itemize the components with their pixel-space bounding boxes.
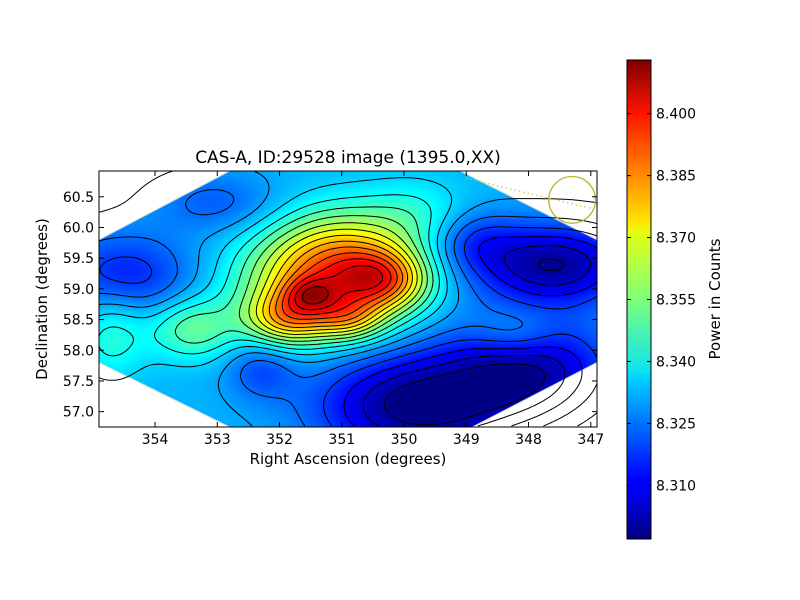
y-axis: 57.0 57.5 58.0 58.5 59.0 59.5 60.0 60.5 xyxy=(63,190,597,421)
contour-lines xyxy=(99,171,597,427)
contour-line xyxy=(255,228,418,335)
colorbar-tick-label: 8.355 xyxy=(656,293,696,309)
plot-area xyxy=(98,170,598,428)
colorbar-tick-label: 8.340 xyxy=(656,354,696,370)
contour-line xyxy=(343,236,597,427)
colorbar-tick-label: 8.325 xyxy=(656,416,696,432)
contour-line xyxy=(281,252,398,320)
contour-line xyxy=(238,215,428,342)
plot-frame xyxy=(98,170,598,428)
colorbar-tick-label: 8.370 xyxy=(656,231,696,247)
beam-circle xyxy=(548,175,597,224)
dotted-line xyxy=(466,177,595,210)
x-tick-label: 347 xyxy=(577,432,604,448)
y-tick-label: 57.5 xyxy=(63,374,94,390)
colorbar-tick-label: 8.385 xyxy=(656,169,696,185)
colorbar-tick-label: 8.310 xyxy=(656,478,696,494)
x-tick-label: 354 xyxy=(142,432,169,448)
y-tick-label: 57.0 xyxy=(63,405,94,421)
contour-line xyxy=(268,240,409,328)
contour-line xyxy=(174,206,434,346)
contour-line xyxy=(99,171,597,427)
y-tick-label: 59.0 xyxy=(63,282,94,298)
contour-line xyxy=(294,265,383,311)
contour-line xyxy=(99,194,440,357)
contour-line xyxy=(275,246,404,325)
x-axis: 354 353 352 351 350 349 348 347 xyxy=(142,171,604,448)
footprint-outline xyxy=(99,171,597,427)
x-tick-label: 349 xyxy=(453,432,480,448)
x-axis-label: Right Ascension (degrees) xyxy=(250,450,447,468)
contour-line xyxy=(384,258,564,426)
x-tick-label: 352 xyxy=(266,432,293,448)
colorbar-label: Power in Counts xyxy=(706,238,724,359)
x-tick-label: 350 xyxy=(391,432,418,448)
chart-title: CAS-A, ID:29528 image (1395.0,XX) xyxy=(195,148,501,168)
heatmap-image xyxy=(99,171,597,427)
contour-line xyxy=(301,286,329,305)
x-tick-label: 351 xyxy=(328,432,355,448)
contour-line xyxy=(362,245,591,427)
colorbar: 8.310 8.325 8.340 8.355 8.370 8.385 8.400 Powe… xyxy=(626,59,724,540)
contour-line xyxy=(99,177,453,381)
colorbar-tick-label: 8.400 xyxy=(656,107,696,123)
y-tick-label: 59.5 xyxy=(63,251,94,267)
contour-line xyxy=(248,222,423,339)
y-tick-label: 58.0 xyxy=(63,343,94,359)
x-tick-label: 353 xyxy=(204,432,231,448)
y-axis-label: Declination (degrees) xyxy=(33,218,51,380)
contour-line xyxy=(288,258,392,316)
contour-line xyxy=(262,234,413,332)
contour-line xyxy=(99,189,597,427)
contour-line xyxy=(99,226,597,427)
y-tick-label: 60.5 xyxy=(63,190,94,206)
y-tick-label: 58.5 xyxy=(63,313,94,329)
y-tick-label: 60.0 xyxy=(63,220,94,236)
colorbar-ticks: 8.310 8.325 8.340 8.355 8.370 8.385 8.400 xyxy=(627,107,696,494)
x-tick-label: 348 xyxy=(515,432,542,448)
